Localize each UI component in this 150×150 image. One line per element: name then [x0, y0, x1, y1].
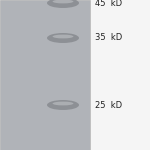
- Ellipse shape: [47, 100, 79, 110]
- Bar: [0, 0, 90, 150]
- Ellipse shape: [47, 33, 79, 43]
- Ellipse shape: [53, 35, 73, 38]
- Text: 45  kD: 45 kD: [95, 0, 122, 9]
- Ellipse shape: [53, 102, 73, 105]
- Ellipse shape: [47, 0, 79, 8]
- Bar: [90, 0, 150, 150]
- Ellipse shape: [53, 0, 73, 3]
- Text: 35  kD: 35 kD: [95, 33, 122, 42]
- Text: 25  kD: 25 kD: [95, 100, 122, 109]
